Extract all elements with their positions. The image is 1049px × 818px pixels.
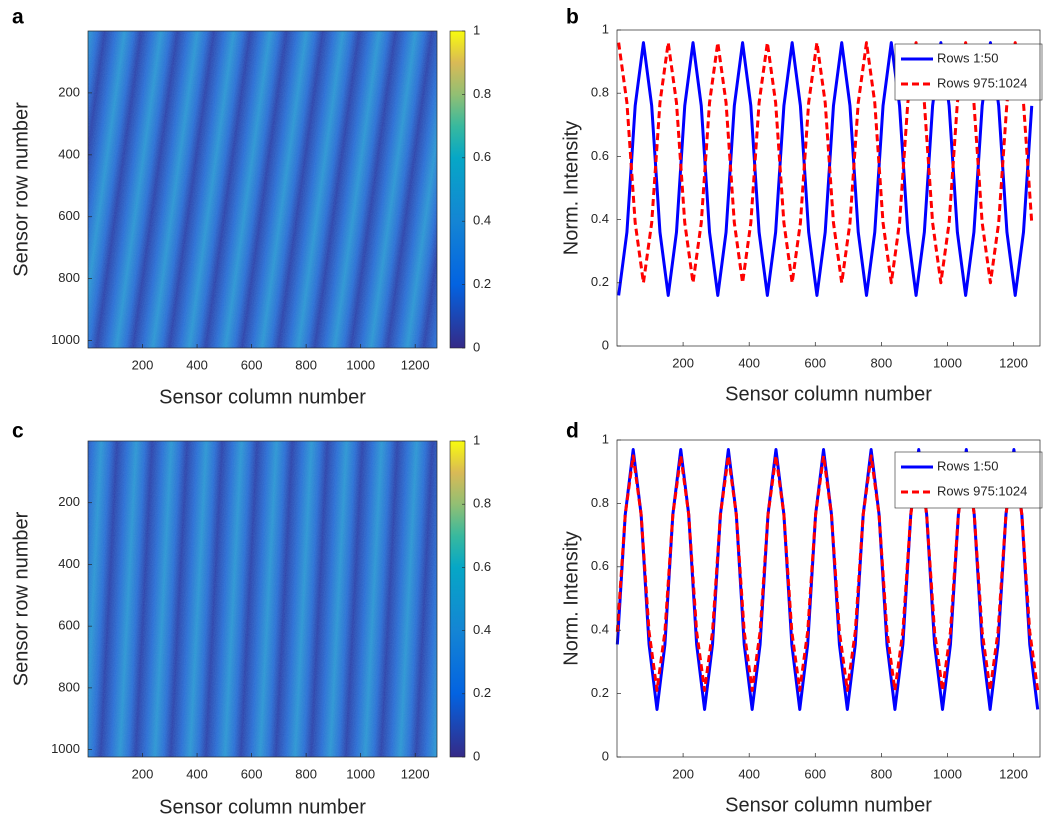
colorbar-tick-label: 0.4 — [473, 213, 491, 228]
y-tick-label: 1 — [602, 431, 609, 446]
plot-frame — [87, 30, 438, 349]
colorbar-tick-label: 1 — [473, 432, 480, 447]
x-tick-label: 1000 — [346, 766, 375, 781]
legend-box — [894, 43, 1043, 101]
y-tick-label: 0.4 — [591, 622, 609, 637]
x-tick-label: 600 — [804, 766, 826, 781]
legend-label: Rows 975:1024 — [937, 75, 1027, 90]
x-axis-label: Sensor column number — [159, 796, 366, 818]
y-axis-label: Sensor row number — [10, 102, 32, 277]
colorbar-tick-label: 0 — [473, 339, 480, 354]
y-tick-label: 0 — [602, 748, 609, 763]
y-tick-label: 0 — [602, 337, 609, 352]
x-tick-label: 400 — [738, 766, 760, 781]
x-tick-label: 1000 — [933, 766, 962, 781]
x-tick-label: 400 — [738, 355, 760, 370]
x-tick-label: 800 — [295, 357, 317, 372]
x-tick-label: 600 — [804, 355, 826, 370]
x-tick-label: 400 — [186, 357, 208, 372]
y-axis-label: Norm. Intensity — [560, 121, 582, 255]
legend-label: Rows 1:50 — [937, 50, 998, 65]
y-tick-label: 0.6 — [591, 148, 609, 163]
legend-label: Rows 1:50 — [937, 458, 998, 473]
x-axis-label: Sensor column number — [725, 794, 932, 816]
y-tick-label: 1000 — [51, 741, 80, 756]
x-tick-label: 1200 — [401, 357, 430, 372]
y-tick-label: 0.6 — [591, 558, 609, 573]
y-tick-label: 200 — [58, 84, 80, 99]
colorbar — [449, 440, 466, 758]
colorbar-tick-label: 0.8 — [473, 496, 491, 511]
x-tick-label: 1000 — [933, 355, 962, 370]
x-tick-label: 200 — [672, 766, 694, 781]
heatmap-noise — [88, 441, 437, 757]
colorbar — [449, 30, 466, 349]
x-axis-label: Sensor column number — [725, 383, 932, 405]
y-tick-label: 0.2 — [591, 274, 609, 289]
plot-frame — [616, 439, 1041, 758]
y-tick-label: 0.2 — [591, 685, 609, 700]
y-tick-label: 0.8 — [591, 85, 609, 100]
x-tick-label: 600 — [241, 766, 263, 781]
colorbar-tick-label: 0.6 — [473, 149, 491, 164]
y-tick-label: 200 — [58, 494, 80, 509]
panel-letter: a — [12, 6, 24, 29]
colorbar-tick-label: 0.4 — [473, 622, 491, 637]
colorbar-tick-label: 0.2 — [473, 276, 491, 291]
colorbar-tick-label: 1 — [473, 22, 480, 37]
legend-box — [894, 451, 1043, 509]
x-tick-label: 1000 — [346, 357, 375, 372]
x-tick-label: 200 — [672, 355, 694, 370]
x-tick-label: 1200 — [999, 766, 1028, 781]
y-axis-label: Norm. Intensity — [560, 531, 582, 665]
x-tick-label: 800 — [871, 355, 893, 370]
heatmap-noise — [88, 31, 437, 348]
colorbar-tick-label: 0.6 — [473, 559, 491, 574]
y-tick-label: 1 — [602, 21, 609, 36]
y-tick-label: 0.4 — [591, 211, 609, 226]
colorbar-tick-label: 0 — [473, 748, 480, 763]
colorbar-tick-label: 0.2 — [473, 685, 491, 700]
x-tick-label: 200 — [132, 766, 154, 781]
x-tick-label: 400 — [186, 766, 208, 781]
x-tick-label: 800 — [871, 766, 893, 781]
x-tick-label: 800 — [295, 766, 317, 781]
y-tick-label: 1000 — [51, 332, 80, 347]
plot-frame — [87, 440, 438, 758]
legend-label: Rows 975:1024 — [937, 483, 1027, 498]
y-tick-label: 400 — [58, 556, 80, 571]
x-tick-label: 1200 — [401, 766, 430, 781]
colorbar-tick-label: 0.8 — [473, 86, 491, 101]
y-tick-label: 600 — [58, 618, 80, 633]
data-line — [617, 41, 1034, 297]
x-tick-label: 200 — [132, 357, 154, 372]
panel-letter: c — [12, 420, 24, 443]
y-tick-label: 0.8 — [591, 495, 609, 510]
panel-letter: d — [566, 420, 579, 443]
y-tick-label: 600 — [58, 208, 80, 223]
x-tick-label: 1200 — [999, 355, 1028, 370]
plot-frame — [616, 29, 1041, 347]
y-axis-label: Sensor row number — [10, 511, 32, 686]
y-tick-label: 800 — [58, 679, 80, 694]
y-tick-label: 400 — [58, 146, 80, 161]
y-tick-label: 800 — [58, 270, 80, 285]
x-tick-label: 600 — [241, 357, 263, 372]
panel-letter: b — [566, 6, 579, 29]
x-axis-label: Sensor column number — [159, 386, 366, 408]
